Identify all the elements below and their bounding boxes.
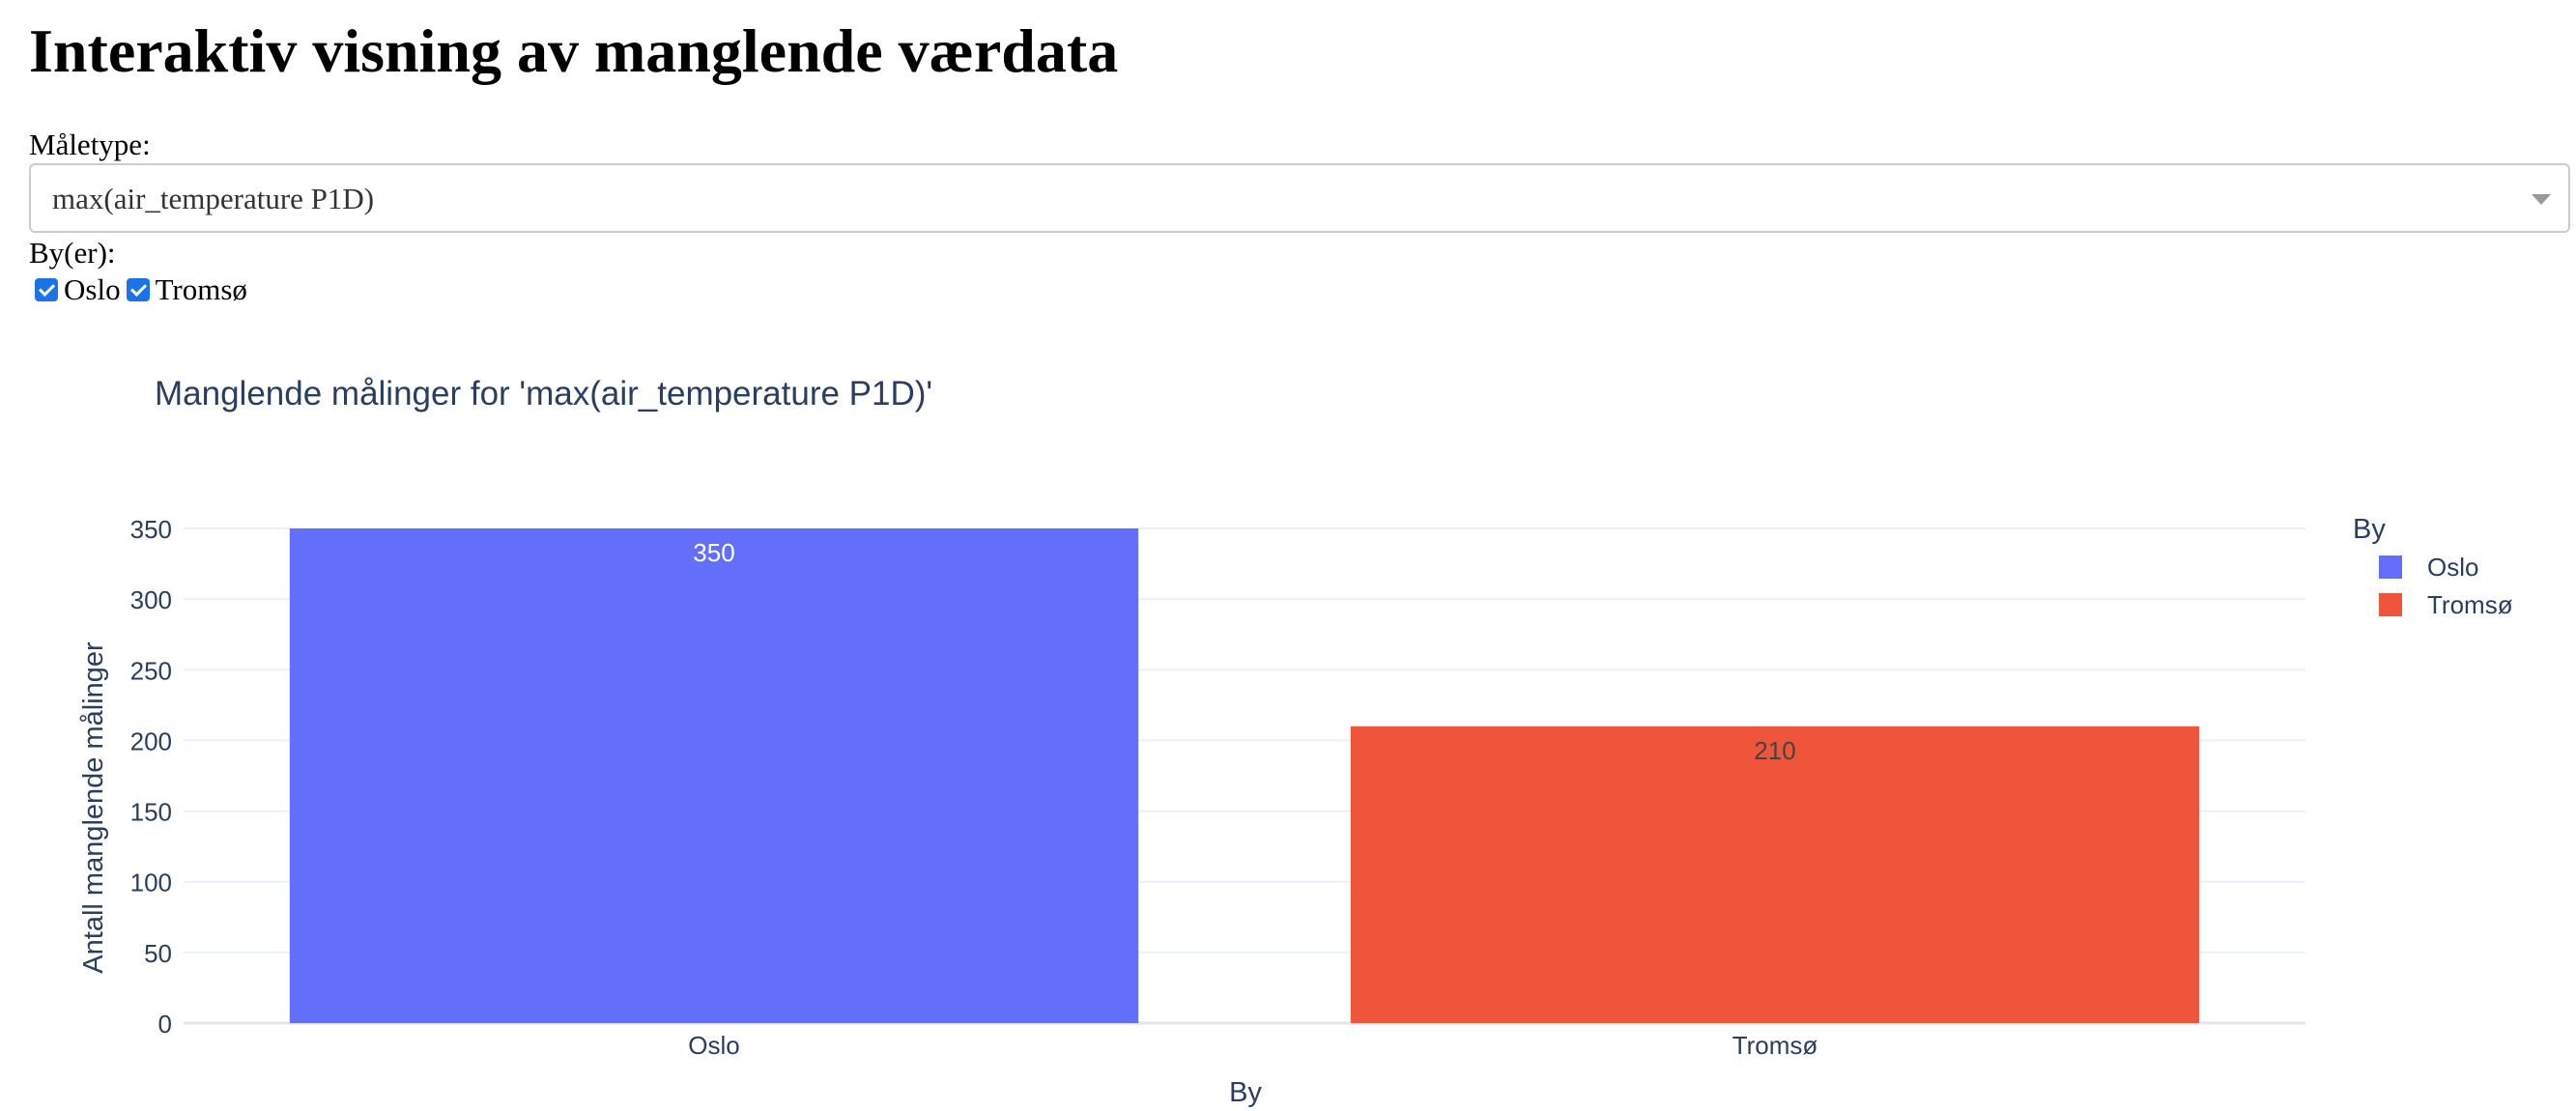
legend-swatch bbox=[2379, 556, 2402, 579]
x-tick-label: Oslo bbox=[688, 1031, 739, 1060]
y-tick-label: 300 bbox=[130, 585, 172, 614]
page-title: Interaktiv visning av manglende værdata bbox=[29, 16, 1119, 85]
y-tick-label: 150 bbox=[130, 798, 172, 827]
y-axis-title: Antall manglende målinger bbox=[78, 641, 109, 974]
chart-bars: 350 210 bbox=[289, 528, 2200, 1023]
y-tick-label: 200 bbox=[130, 726, 172, 755]
bar-data-label: 210 bbox=[1754, 736, 1795, 765]
y-axis: 0 50 100 150 200 250 300 350 bbox=[130, 515, 172, 1039]
bar-1 bbox=[289, 528, 1139, 1023]
bar-data-label: 350 bbox=[693, 538, 734, 567]
tromso-checkbox-label: Tromsø bbox=[155, 272, 247, 306]
measure-type-label: Måletype: bbox=[29, 128, 151, 161]
tromso-checkbox[interactable] bbox=[126, 278, 150, 301]
y-tick-label: 50 bbox=[144, 939, 172, 968]
y-tick-label: 100 bbox=[130, 869, 172, 897]
y-tick-label: 250 bbox=[130, 656, 172, 685]
legend-entry: Oslo bbox=[2427, 553, 2478, 582]
x-axis: Oslo Tromsø bbox=[688, 1031, 1818, 1060]
legend-entry: Tromsø bbox=[2427, 590, 2513, 619]
city-label: By(er): bbox=[29, 236, 116, 270]
chart-legend: By Oslo Tromsø bbox=[2353, 514, 2513, 619]
oslo-checkbox[interactable] bbox=[35, 278, 58, 301]
missing-measurements-chart: Manglende målinger for 'max(air_temperat… bbox=[78, 375, 2513, 1108]
legend-title: By bbox=[2353, 514, 2386, 545]
legend-swatch bbox=[2379, 593, 2402, 616]
city-checklist: Oslo Tromsø bbox=[35, 271, 253, 309]
city-option-oslo[interactable]: Oslo bbox=[35, 271, 121, 308]
y-tick-label: 0 bbox=[158, 1010, 172, 1039]
bar-2 bbox=[1350, 726, 2200, 1023]
y-tick-label: 350 bbox=[130, 515, 172, 544]
city-option-tromso[interactable]: Tromsø bbox=[126, 271, 247, 308]
x-axis-title: By bbox=[1229, 1077, 1262, 1108]
measure-type-dropdown[interactable]: max(air_temperature P1D) bbox=[29, 163, 2570, 233]
oslo-checkbox-label: Oslo bbox=[64, 272, 121, 306]
x-tick-label: Tromsø bbox=[1732, 1031, 1818, 1060]
measure-type-selected-value: max(air_temperature P1D) bbox=[52, 182, 375, 215]
chart-title: Manglende målinger for 'max(air_temperat… bbox=[155, 375, 932, 413]
chevron-down-icon[interactable] bbox=[2532, 194, 2551, 205]
